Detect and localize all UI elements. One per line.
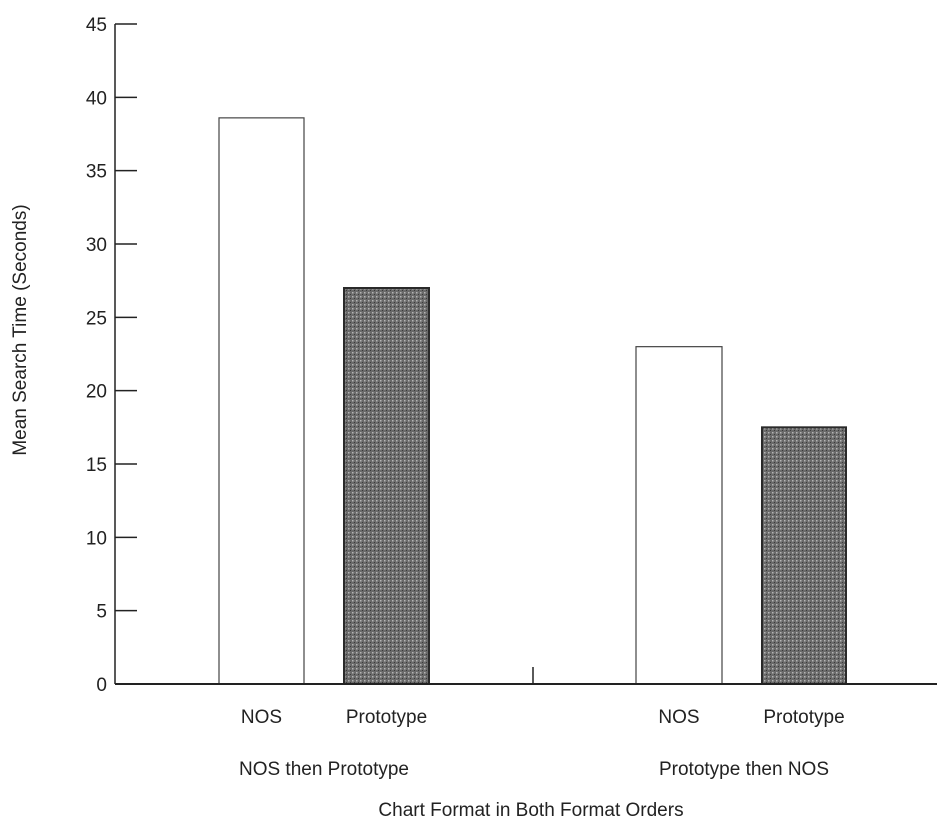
bar-category-label: Prototype — [763, 707, 844, 728]
bar-nos-then-prototype-nos — [218, 117, 305, 685]
y-axis-title: Mean Search Time (Seconds) — [10, 204, 31, 455]
bar-category-label: NOS — [241, 707, 282, 728]
group-label: NOS then Prototype — [239, 759, 409, 780]
y-tick-label: 30 — [86, 235, 107, 256]
y-tick-label: 5 — [96, 602, 107, 623]
y-tick-label: 35 — [86, 162, 107, 183]
y-tick-label: 15 — [86, 455, 107, 476]
bar-category-label: NOS — [658, 707, 699, 728]
bar-category-label: Prototype — [346, 707, 427, 728]
y-tick-label: 45 — [86, 15, 107, 36]
group-label: Prototype then NOS — [659, 759, 829, 780]
y-tick-label: 20 — [86, 382, 107, 403]
y-tick-label: 25 — [86, 308, 107, 329]
y-tick-label: 40 — [86, 88, 107, 109]
y-tick-label: 0 — [96, 675, 107, 696]
bar-prototype-then-nos-prototype — [761, 426, 847, 685]
bar-nos-then-prototype-prototype — [343, 287, 430, 685]
bar-prototype-then-nos-nos — [635, 346, 723, 685]
y-tick-label: 10 — [86, 528, 107, 549]
x-axis-title: Chart Format in Both Format Orders — [378, 800, 683, 821]
